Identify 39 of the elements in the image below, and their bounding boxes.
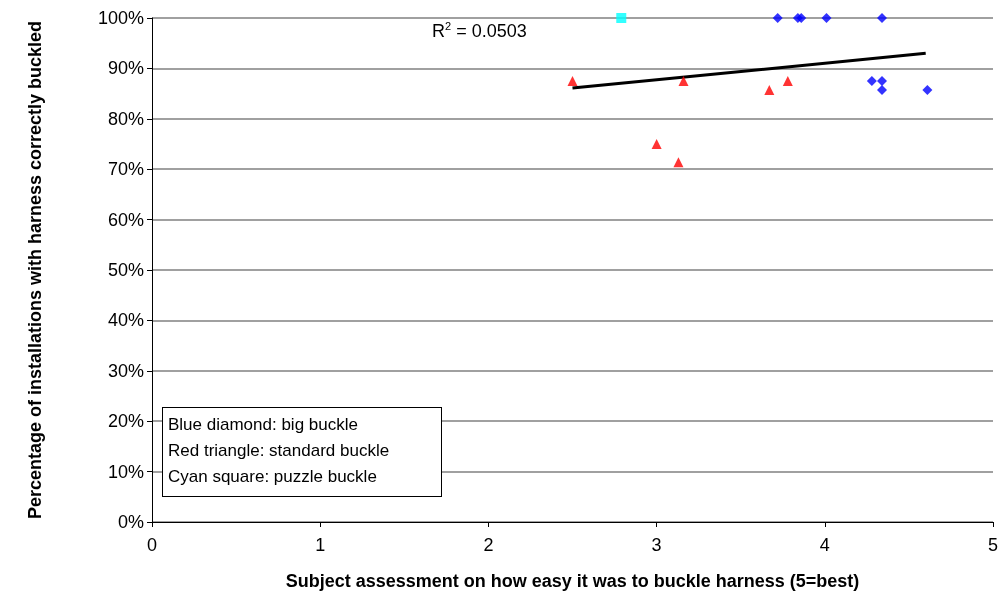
point — [796, 13, 807, 23]
y-tick-label: 100% — [97, 8, 144, 28]
point — [651, 139, 662, 149]
y-tick-label: 80% — [107, 108, 144, 129]
x-tick-label: 2 — [483, 535, 494, 555]
x-tick-label: 0 — [146, 535, 158, 555]
y-tick-label: 40% — [107, 310, 144, 331]
point — [673, 157, 684, 168]
annotation: R$^{2}$ = 0.0503 — [432, 20, 527, 42]
x-tick-label: 4 — [819, 535, 830, 555]
y-axis-title: Percentage of installations with harness correctly buckled — [25, 20, 45, 520]
x-tick-label: 1 — [315, 535, 326, 555]
annotation: Cyan square: puzzle buckle — [168, 466, 378, 488]
y-tick-label: 50% — [107, 260, 144, 280]
x-tick-label: 5 — [987, 535, 999, 555]
point — [772, 13, 783, 23]
point — [866, 76, 877, 86]
y-tick-label: 70% — [107, 159, 144, 180]
point — [678, 76, 689, 86]
point — [821, 13, 832, 23]
annotation: Blue diamond: big buckle — [168, 414, 359, 436]
y-tick-label: 90% — [107, 58, 144, 79]
y-tick-label: 10% — [107, 461, 144, 482]
note-box: Blue diamond: big buckle Red triangle: standard buckle Cyan square: puzzle buckle — [162, 407, 442, 497]
point — [876, 76, 887, 86]
y-tick-label: 0% — [117, 512, 144, 532]
annotation: Red triangle: standard buckle — [168, 440, 391, 462]
point — [764, 85, 775, 96]
y-tick-label: 20% — [107, 411, 144, 432]
point — [616, 13, 627, 23]
point — [876, 13, 887, 23]
point — [876, 85, 887, 96]
point — [782, 76, 793, 86]
x-axis-title: Subject assessment on how easy it was to buckle harness (5=best) — [285, 571, 860, 591]
point — [567, 76, 578, 86]
y-tick-label: 30% — [107, 360, 144, 381]
x-tick-label: 3 — [651, 535, 662, 555]
y-tick-label: 60% — [107, 209, 144, 230]
point — [922, 85, 933, 96]
